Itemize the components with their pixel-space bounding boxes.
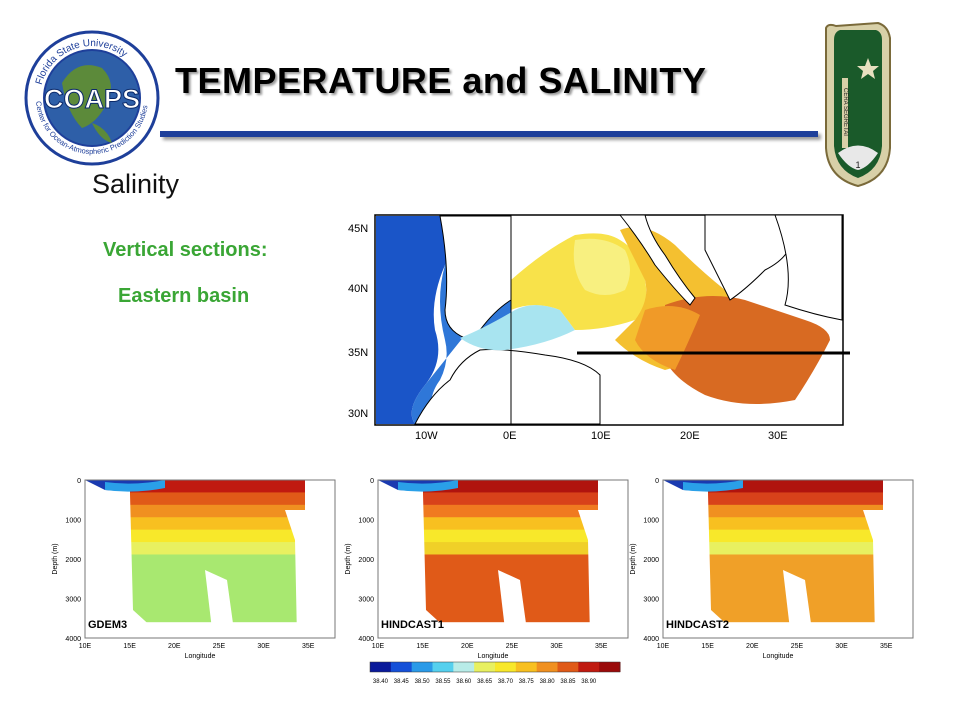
depth-tick: 0 xyxy=(655,478,659,485)
colorbar-tick: 38.80 xyxy=(540,679,556,685)
lon-tick: 30E xyxy=(835,643,848,650)
unit-insignia: CERA SEGRETAI 1 xyxy=(825,21,891,188)
lon-tick: 20E xyxy=(461,643,474,650)
colorbar-swatch xyxy=(515,662,538,672)
lat-label: 35N xyxy=(348,347,368,359)
axis-ylabel: Depth (m) xyxy=(345,543,352,574)
depth-tick: 3000 xyxy=(643,597,659,604)
colorbar: 38.40 38.45 38.50 38.55 38.60 38.65 38.70 38.75… xyxy=(369,661,621,685)
colorbar-tick: 38.90 xyxy=(581,679,597,685)
depth-tick: 1000 xyxy=(358,518,374,525)
lon-tick: 35E xyxy=(880,643,893,650)
colorbar-tick: 38.60 xyxy=(456,679,472,685)
lon-tick: 25E xyxy=(506,643,519,650)
colorbar-tick: 38.70 xyxy=(498,679,514,685)
lon-tick: 30E xyxy=(550,643,563,650)
depth-tick: 3000 xyxy=(358,597,374,604)
colorbar-tick: 38.85 xyxy=(560,679,576,685)
depth-tick: 2000 xyxy=(358,557,374,564)
colorbar-swatch xyxy=(453,662,475,672)
colorbar-swatch xyxy=(432,662,454,672)
lon-tick: 15E xyxy=(123,643,136,650)
axis-xlabel: Longitude xyxy=(185,653,216,660)
logo-text: COAPS xyxy=(44,84,140,114)
lon-tick: 30E xyxy=(257,643,270,650)
depth-tick: 1000 xyxy=(65,518,81,525)
colorbar-swatch xyxy=(578,662,600,672)
lon-tick: 10E xyxy=(372,643,385,650)
lon-label: 30E xyxy=(768,430,788,442)
colorbar-swatch xyxy=(390,662,413,672)
lon-tick: 20E xyxy=(168,643,181,650)
axis-ylabel: Depth (m) xyxy=(52,543,59,574)
lon-tick: 35E xyxy=(595,643,608,650)
lon-tick: 15E xyxy=(416,643,429,650)
depth-tick: 2000 xyxy=(643,557,659,564)
lat-label: 45N xyxy=(348,223,368,235)
lat-label: 30N xyxy=(348,408,368,420)
depth-tick: 3000 xyxy=(65,597,81,604)
depth-tick: 4000 xyxy=(358,636,374,643)
lon-tick: 35E xyxy=(302,643,315,650)
panel-label: GDEM3 xyxy=(88,619,127,631)
colorbar-swatch xyxy=(370,662,392,672)
colorbar-tick: 38.75 xyxy=(519,679,535,685)
colorbar-swatch xyxy=(599,662,621,672)
depth-tick: 4000 xyxy=(65,636,81,643)
depth-tick: 4000 xyxy=(643,636,659,643)
lon-tick: 10E xyxy=(79,643,92,650)
colorbar-swatch xyxy=(474,662,496,672)
lon-tick: 20E xyxy=(746,643,759,650)
lon-label: 20E xyxy=(680,430,700,442)
axis-ylabel: Depth (m) xyxy=(630,543,637,574)
lat-label: 40N xyxy=(348,283,368,295)
depth-tick: 0 xyxy=(77,478,81,485)
salinity-map: 45N 40N 35N 30N 10W 0E 10E 20E 30E xyxy=(348,214,850,442)
colorbar-swatch xyxy=(495,662,517,672)
label-vertical-sections: Vertical sections: xyxy=(103,239,268,261)
colorbar-tick: 38.40 xyxy=(373,679,389,685)
label-eastern-basin: Eastern basin xyxy=(118,285,250,307)
depth-tick: 0 xyxy=(370,478,374,485)
lon-tick: 10E xyxy=(657,643,670,650)
colorbar-swatch xyxy=(536,662,558,672)
depth-tick: 1000 xyxy=(643,518,659,525)
panel-label: HINDCAST2 xyxy=(666,619,729,631)
colorbar-tick: 38.50 xyxy=(415,679,431,685)
svg-text:1: 1 xyxy=(855,160,860,170)
lon-tick: 25E xyxy=(791,643,804,650)
lon-label: 0E xyxy=(503,430,516,442)
lon-tick: 25E xyxy=(213,643,226,650)
colorbar-tick: 38.45 xyxy=(394,679,410,685)
depth-tick: 2000 xyxy=(65,557,81,564)
colorbar-tick: 38.65 xyxy=(477,679,493,685)
insignia-text: CERA SEGRETAI xyxy=(842,88,848,136)
vertical-sections: 0 1000 2000 3000 4000 10E 15E 20E 25E 30E 35E Depth… xyxy=(45,468,925,668)
title-rule xyxy=(160,131,818,137)
colorbar-swatch xyxy=(411,662,433,672)
coaps-logo: Florida State University Center for Ocea… xyxy=(24,30,160,166)
page-title: TEMPERATURE and SALINITY xyxy=(175,60,707,101)
colorbar-swatch xyxy=(557,662,579,672)
axis-xlabel: Longitude xyxy=(478,653,509,660)
lon-label: 10W xyxy=(415,430,438,442)
axis-xlabel: Longitude xyxy=(763,653,794,660)
lon-tick: 15E xyxy=(701,643,714,650)
colorbar-tick: 38.55 xyxy=(435,679,451,685)
lon-label: 10E xyxy=(591,430,611,442)
panel-label: HINDCAST1 xyxy=(381,619,444,631)
section-subtitle: Salinity xyxy=(92,169,180,199)
